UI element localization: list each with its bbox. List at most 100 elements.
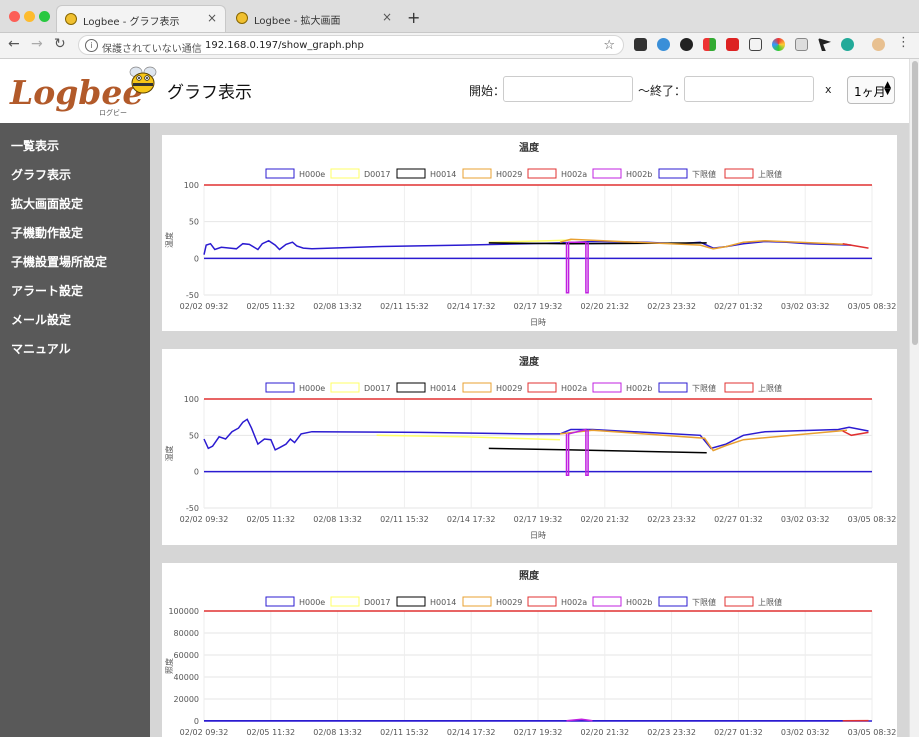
bee-mascot-icon — [129, 66, 157, 94]
start-label: 開始： — [469, 84, 506, 98]
pdf-extension-icon[interactable] — [726, 38, 739, 51]
x-tick-label: 03/05 08:32 — [848, 728, 897, 737]
legend-swatch — [396, 596, 426, 607]
colorwheel-extension-icon[interactable] — [772, 38, 785, 51]
url-text[interactable]: 192.168.0.197/show_graph.php — [205, 40, 364, 51]
legend-swatch — [330, 382, 360, 393]
legend-label: 上限値 — [758, 169, 782, 179]
x-tick-label: 02/14 17:32 — [447, 302, 496, 311]
close-tab-icon[interactable]: × — [206, 11, 217, 25]
url-field[interactable]: i 保護されていない通信 192.168.0.197/show_graph.ph… — [78, 35, 624, 55]
sidebar-item-manual[interactable]: マニュアル — [11, 342, 71, 356]
y-tick-label: 100 — [184, 181, 199, 190]
legend-label: H000e — [299, 598, 325, 607]
sidebar-item-mail-settings[interactable]: メール設定 — [11, 313, 72, 327]
legend-label: H002a — [561, 384, 587, 393]
cursor-extension-icon[interactable] — [818, 38, 831, 51]
x-tick-label: 02/11 15:32 — [380, 515, 429, 524]
sidebar-item-alert-settings[interactable]: アラート設定 — [11, 284, 84, 298]
chart-title: 照度 — [519, 569, 540, 582]
sidebar-item-graph[interactable]: グラフ表示 — [11, 168, 72, 182]
y-tick-label: 50 — [189, 218, 199, 227]
series-line-H002b — [566, 718, 593, 722]
bookmark-star-icon[interactable]: ☆ — [603, 38, 615, 53]
y-tick-label: 100000 — [168, 607, 199, 616]
legend-swatch — [330, 596, 360, 607]
forward-arrow-icon[interactable]: → — [31, 36, 43, 52]
legend-swatch — [396, 382, 426, 393]
legend-swatch — [724, 168, 754, 179]
temperature-chart: 温度 H000e D0017 H0014 H0029 H002a H002b 下限値 上限値 10… — [164, 141, 896, 327]
legend-label: H0029 — [496, 384, 522, 393]
info-icon[interactable]: i — [85, 39, 98, 52]
reload-icon[interactable]: ↻ — [54, 36, 66, 52]
chart-title: 温度 — [519, 141, 540, 154]
maximize-window-button[interactable] — [39, 11, 50, 22]
legend-label: 下限値 — [692, 597, 716, 607]
logo[interactable]: Logbee — [10, 73, 144, 112]
y-tick-label: 0 — [194, 254, 199, 263]
globe-extension-icon[interactable] — [841, 38, 854, 51]
back-arrow-icon[interactable]: ← — [8, 36, 20, 52]
select-arrows-icon: ▲ ▼ — [884, 80, 891, 97]
end-date-input[interactable] — [684, 76, 814, 102]
pocket-extension-icon[interactable] — [634, 38, 647, 51]
series-line-D0017 — [488, 239, 571, 243]
series-line-H002a — [842, 430, 869, 437]
series-line-H002a — [842, 242, 869, 249]
x-tick-label: 02/05 11:32 — [246, 515, 295, 524]
close-tab-icon[interactable]: × — [381, 10, 392, 24]
x-tick-label: 02/02 09:32 — [180, 515, 229, 524]
scrollbar-thumb[interactable] — [912, 61, 918, 345]
page-scrollbar[interactable] — [909, 59, 919, 737]
menu-kebab-icon[interactable]: ⋮ — [897, 35, 910, 50]
minimize-window-button[interactable] — [24, 11, 35, 22]
tab-title: Logbee - グラフ表示 — [83, 17, 180, 28]
browser-tab-bar: Logbee - グラフ表示 × Logbee - 拡大画面 × + — [0, 0, 919, 33]
legend-swatch — [265, 382, 295, 393]
new-tab-icon[interactable]: + — [407, 8, 421, 27]
legend-label: H002a — [561, 170, 587, 179]
legend-label: 上限値 — [758, 383, 782, 393]
series-line-H0029 — [559, 429, 848, 452]
x-tick-label: 02/23 23:32 — [647, 302, 696, 311]
legend-swatch — [330, 168, 360, 179]
legend-swatch — [592, 596, 622, 607]
legend-swatch — [462, 168, 492, 179]
window-extension-icon[interactable] — [795, 38, 808, 51]
bee-favicon-icon — [65, 13, 77, 25]
sidebar-item-list[interactable]: 一覧表示 — [11, 139, 60, 153]
x-tick-label: 02/08 13:32 — [313, 515, 362, 524]
end-label: 〜終了： — [638, 84, 687, 98]
browser-tab[interactable]: Logbee - 拡大画面 × — [228, 5, 400, 32]
compass-extension-icon[interactable] — [680, 38, 693, 51]
profile-avatar-icon[interactable] — [872, 38, 885, 51]
x-tick-label: 02/27 01:32 — [714, 515, 763, 524]
series-line-H002b — [565, 241, 589, 294]
y-tick-label: 0 — [194, 468, 199, 477]
sidebar-item-location-settings[interactable]: 子機設置場所設定 — [11, 255, 108, 269]
translate-extension-icon[interactable] — [657, 38, 670, 51]
start-date-input[interactable] — [503, 76, 633, 102]
y-tick-label: 40000 — [174, 673, 199, 682]
chart-panel-illuminance: 照度 H000e D0017 H0014 H0029 H002a H002b 下限値 上限値 10… — [162, 563, 897, 737]
legend-swatch — [658, 382, 688, 393]
close-window-button[interactable] — [9, 11, 20, 22]
x-tick-label: 02/23 23:32 — [647, 515, 696, 524]
x-axis-label: 日時 — [530, 318, 546, 327]
screenshot-extension-icon[interactable] — [749, 38, 762, 51]
series-line-H0014 — [488, 447, 707, 454]
bee-favicon-icon — [236, 12, 248, 24]
legend-swatch — [724, 596, 754, 607]
illuminance-chart: 照度 H000e D0017 H0014 H0029 H002a H002b 下限値 上限値 10… — [164, 569, 897, 737]
sidebar-item-device-settings[interactable]: 子機動作設定 — [11, 226, 84, 240]
range-select[interactable]: 1ヶ月 ▲ ▼ — [847, 76, 895, 104]
logo-subtitle: ログビー — [99, 109, 127, 117]
x-tick-label: 02/08 13:32 — [313, 728, 362, 737]
sidebar-item-zoom-settings[interactable]: 拡大画面設定 — [11, 197, 84, 211]
color-extension-icon[interactable] — [703, 38, 716, 51]
legend-label: H0014 — [430, 598, 456, 607]
browser-tab-active[interactable]: Logbee - グラフ表示 × — [56, 5, 226, 32]
y-tick-label: 50 — [189, 431, 199, 440]
legend-label: H002b — [626, 598, 652, 607]
